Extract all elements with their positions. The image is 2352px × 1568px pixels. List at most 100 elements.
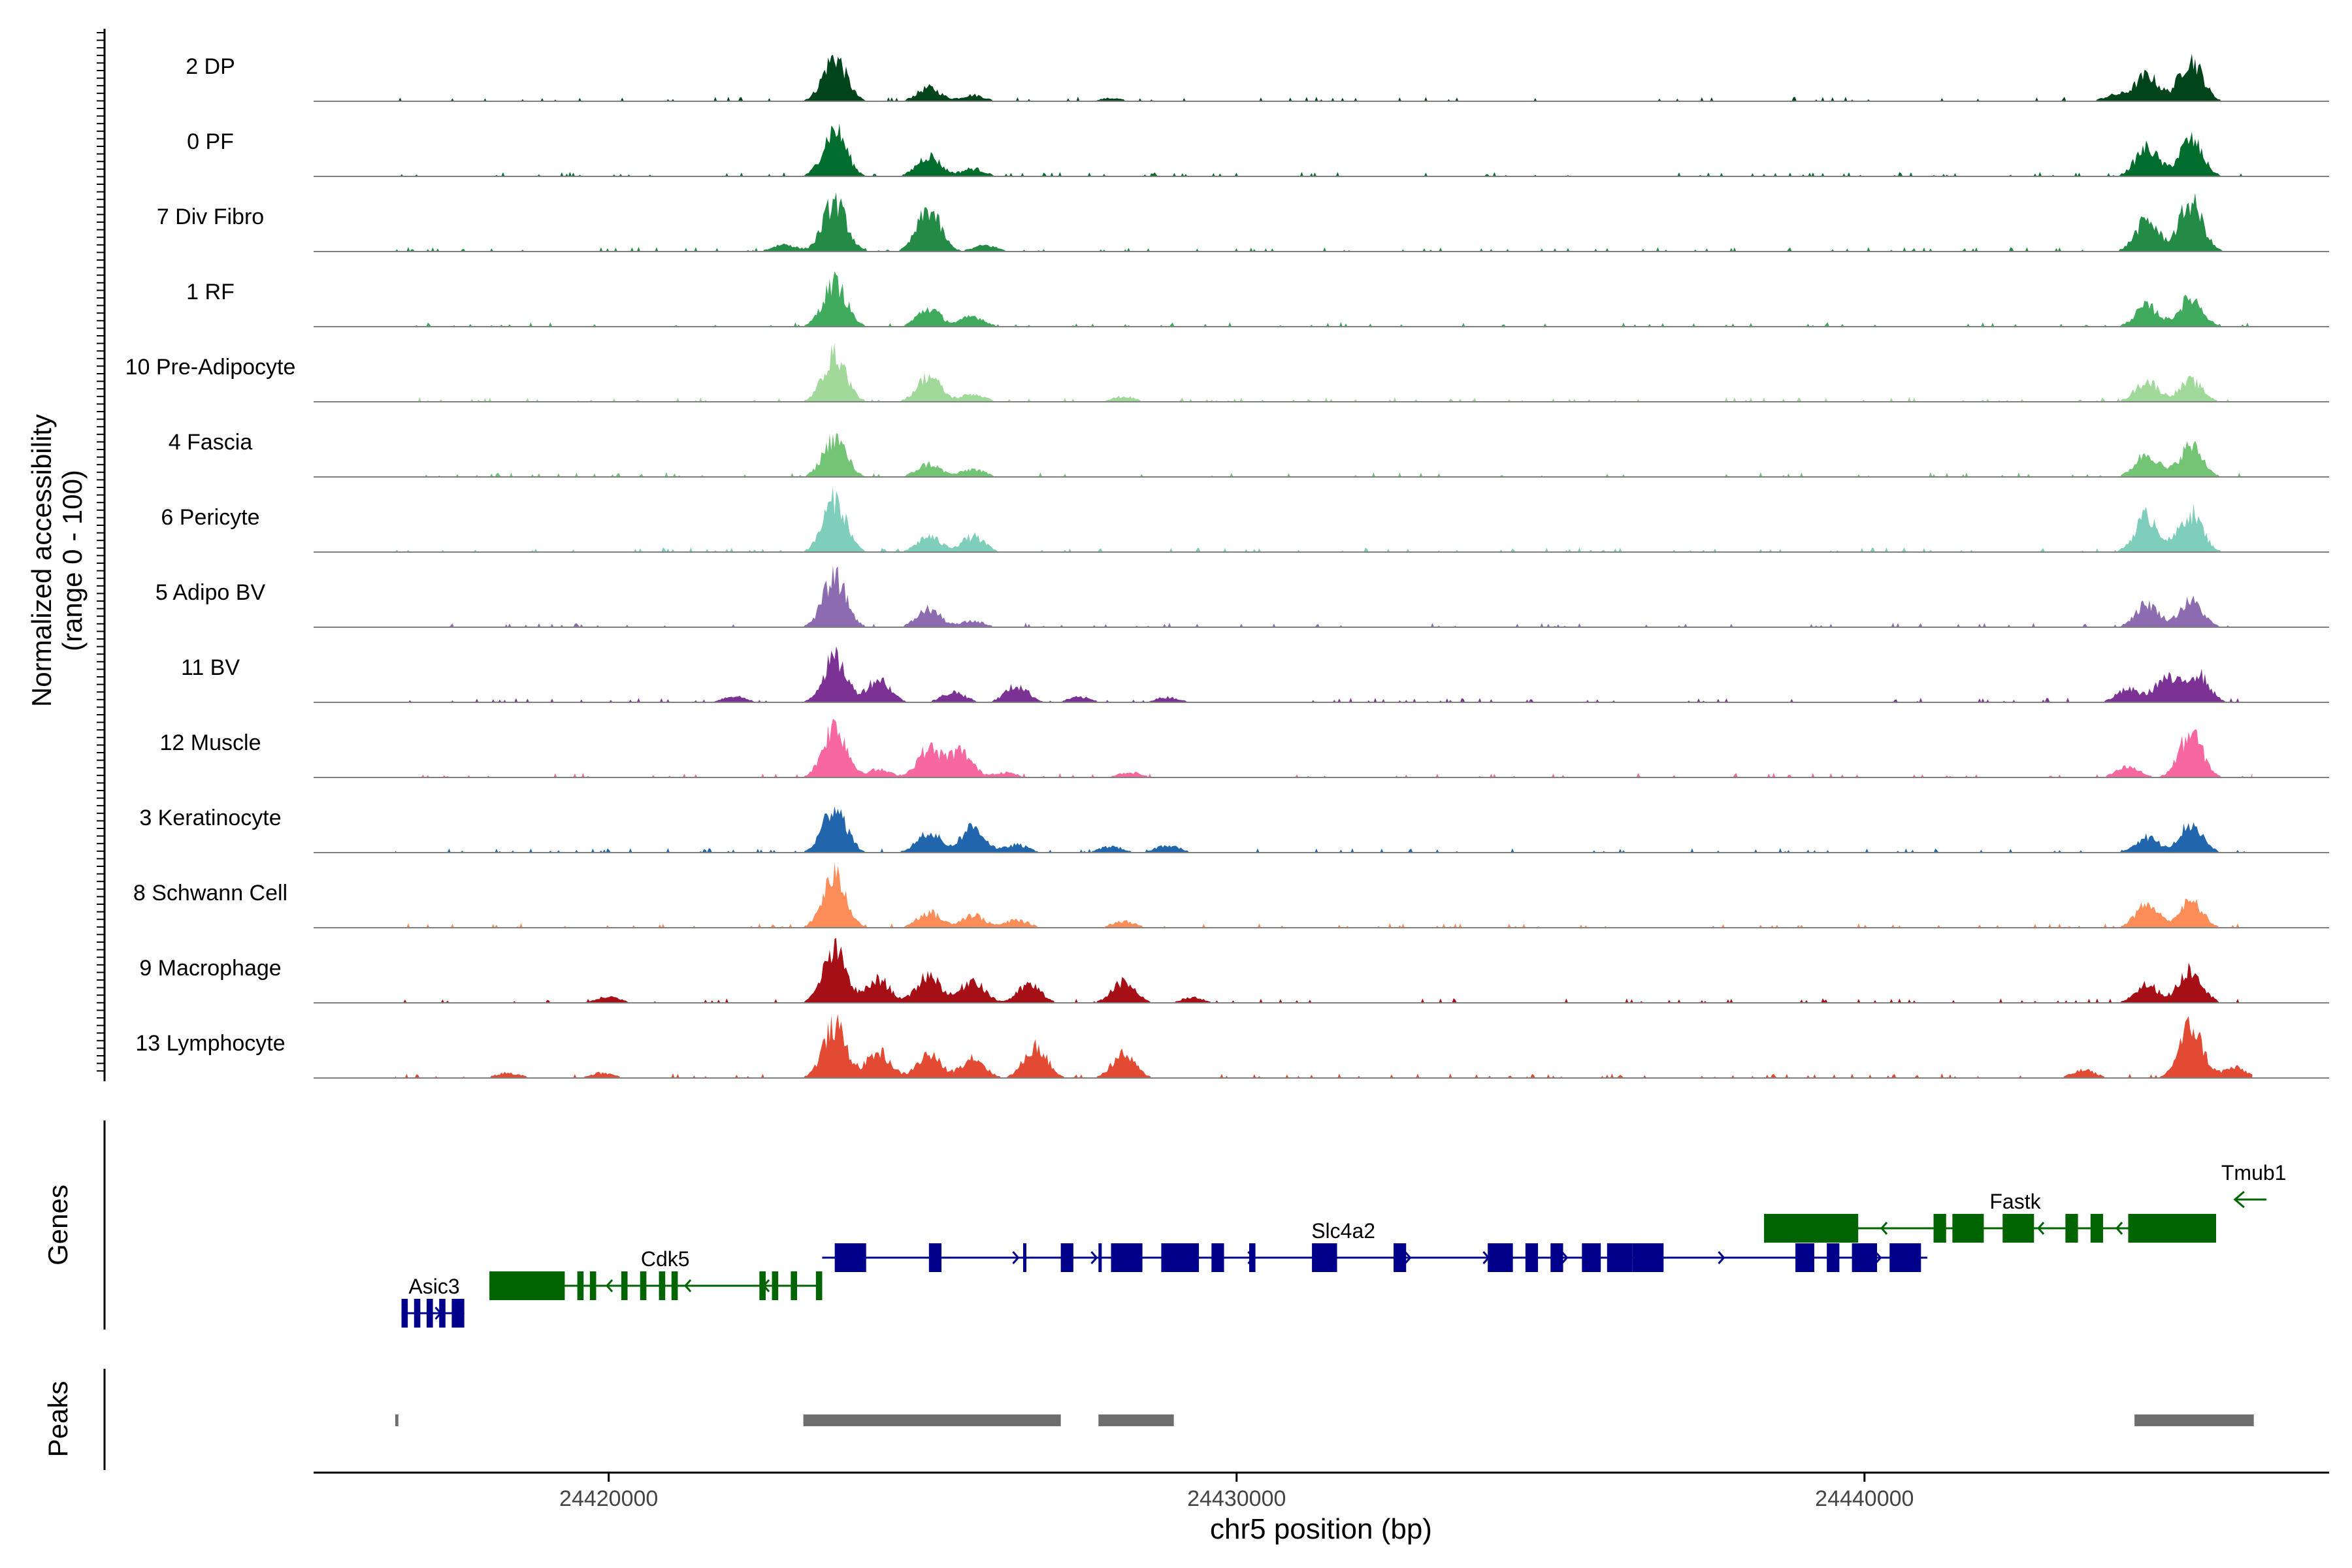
gene-models: Asic3 Cdk5 Slc4a2 Fastk Tmub1: [401, 1161, 2287, 1328]
coverage-area: [395, 938, 2253, 1003]
exon: [2065, 1214, 2078, 1243]
x-axis-ticks: 24420000 24430000 24440000: [559, 1473, 1914, 1511]
exon: [1607, 1243, 1633, 1272]
track-label: 2 DP: [186, 54, 235, 79]
strand-arrow: [1090, 1251, 1098, 1264]
strand-arrow: [1880, 1222, 1888, 1235]
track-label: 1 RF: [186, 280, 235, 304]
coverage-area: [395, 123, 2253, 176]
gene-label: Asic3: [408, 1275, 459, 1298]
strand-arrow: [2037, 1222, 2045, 1235]
exon: [1550, 1243, 1563, 1272]
coverage-y-axis-ticks: [97, 32, 105, 1072]
peaks-panel-label: Peaks: [42, 1381, 73, 1458]
track: 4 Fascia: [169, 430, 2329, 478]
strand-arrow: [1012, 1251, 1020, 1264]
y-axis-title: Normalized accessibility: [26, 414, 57, 707]
exon: [1060, 1243, 1073, 1272]
gene-model: Fastk: [1764, 1190, 2217, 1243]
gene-label: Slc4a2: [1311, 1219, 1375, 1243]
exon: [1582, 1243, 1601, 1272]
exon: [640, 1271, 647, 1300]
track: 9 Macrophage: [139, 938, 2329, 1004]
exon: [791, 1271, 798, 1300]
strand-arrow: [2115, 1222, 2123, 1235]
exon: [589, 1271, 596, 1300]
track: 13 Lymphocyte: [135, 1014, 2329, 1079]
strand-arrow: [1718, 1251, 1725, 1264]
exon: [439, 1299, 446, 1328]
gene-model: Cdk5: [489, 1247, 823, 1300]
track-label: 7 Div Fibro: [157, 204, 264, 229]
exon: [426, 1299, 433, 1328]
exon: [1098, 1243, 1102, 1272]
exon: [2128, 1214, 2217, 1243]
peak-regions: [395, 1414, 2254, 1426]
strand-arrow: [1874, 1251, 1882, 1264]
exon: [1952, 1214, 1984, 1243]
x-tick-label: 24440000: [1815, 1486, 1914, 1511]
peak-bar: [1098, 1414, 1174, 1426]
track: 10 Pre-Adipocyte: [125, 342, 2329, 402]
track-label: 4 Fascia: [169, 430, 253, 455]
peak-bar: [395, 1414, 399, 1426]
gene-label: Fastk: [1989, 1190, 2041, 1213]
track: 2 DP: [186, 54, 2329, 102]
exon: [1488, 1243, 1513, 1272]
coverage-area: [395, 271, 2253, 327]
peak-bar: [2134, 1414, 2254, 1426]
track-label: 3 Keratinocyte: [139, 806, 281, 830]
exon: [659, 1271, 666, 1300]
exon: [414, 1299, 421, 1328]
track: 11 BV: [181, 646, 2329, 703]
exon: [928, 1243, 942, 1272]
track-label: 11 BV: [181, 655, 240, 680]
exon: [1827, 1243, 1840, 1272]
x-tick-label: 24430000: [1187, 1486, 1286, 1511]
peak-bar: [803, 1414, 1061, 1426]
gene-model: Asic3: [401, 1275, 465, 1328]
strand-arrow: [606, 1279, 613, 1292]
coverage-area: [395, 719, 2253, 777]
coverage-area: [395, 192, 2253, 252]
exon: [1211, 1243, 1224, 1272]
exon: [1312, 1243, 1337, 1272]
track-label: 13 Lymphocyte: [135, 1031, 285, 1056]
track-label: 12 Muscle: [160, 730, 261, 755]
exon: [1111, 1243, 1143, 1272]
gene-model: Tmub1: [2221, 1161, 2287, 1209]
coverage-area: [395, 433, 2253, 477]
exon: [1764, 1214, 1859, 1243]
track-label: 9 Macrophage: [139, 956, 281, 981]
coverage-area: [395, 1014, 2253, 1078]
strand-arrow: [684, 1279, 692, 1292]
exon: [1249, 1243, 1256, 1272]
exon: [759, 1271, 766, 1300]
coverage-area: [395, 565, 2253, 627]
gene-label: Tmub1: [2221, 1161, 2287, 1184]
coverage-area: [395, 342, 2253, 402]
exon: [1795, 1243, 1814, 1272]
exon: [1022, 1243, 1026, 1272]
strand-arrow: [2233, 1190, 2266, 1209]
x-tick-label: 24420000: [559, 1486, 658, 1511]
coverage-area: [395, 646, 2253, 702]
exon: [1852, 1243, 1878, 1272]
track: 3 Keratinocyte: [139, 806, 2329, 853]
exon: [2090, 1214, 2104, 1243]
coverage-area: [395, 806, 2253, 853]
exon: [577, 1271, 584, 1300]
exon: [1394, 1243, 1407, 1272]
exon: [815, 1271, 823, 1300]
track-label: 0 PF: [187, 129, 234, 154]
exon: [1525, 1243, 1539, 1272]
track-label: 6 Pericyte: [161, 505, 259, 530]
strand-arrow: [1404, 1251, 1412, 1264]
exon: [671, 1271, 678, 1300]
track-label: 5 Adipo BV: [155, 580, 266, 605]
exon: [1632, 1243, 1664, 1272]
exon: [451, 1299, 465, 1328]
gene-model: Slc4a2: [822, 1219, 1927, 1272]
coverage-area: [395, 862, 2253, 928]
